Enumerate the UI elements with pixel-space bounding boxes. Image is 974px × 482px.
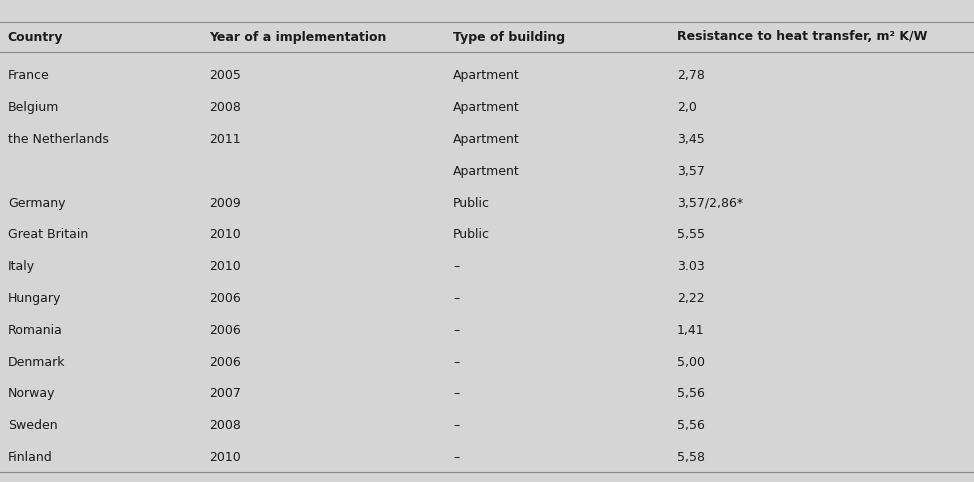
Text: Norway: Norway	[8, 388, 56, 401]
Text: –: –	[453, 260, 459, 273]
Text: Great Britain: Great Britain	[8, 228, 88, 241]
Text: Hungary: Hungary	[8, 292, 61, 305]
Text: Apartment: Apartment	[453, 133, 520, 146]
Text: 2007: 2007	[209, 388, 242, 401]
Text: 2009: 2009	[209, 197, 242, 210]
Text: 5,56: 5,56	[677, 419, 705, 432]
Text: 2,78: 2,78	[677, 69, 705, 82]
Text: 2005: 2005	[209, 69, 242, 82]
Text: Denmark: Denmark	[8, 356, 65, 369]
Text: 5,56: 5,56	[677, 388, 705, 401]
Text: Romania: Romania	[8, 324, 62, 337]
Text: the Netherlands: the Netherlands	[8, 133, 109, 146]
Text: Year of a implementation: Year of a implementation	[209, 30, 387, 43]
Text: 2006: 2006	[209, 356, 242, 369]
Text: 2010: 2010	[209, 228, 242, 241]
Text: 1,41: 1,41	[677, 324, 704, 337]
Text: 2,0: 2,0	[677, 101, 696, 114]
Text: –: –	[453, 451, 459, 464]
Text: 2006: 2006	[209, 324, 242, 337]
Text: Italy: Italy	[8, 260, 35, 273]
Text: Belgium: Belgium	[8, 101, 59, 114]
Text: 2008: 2008	[209, 101, 242, 114]
Text: 3,45: 3,45	[677, 133, 704, 146]
Text: Type of building: Type of building	[453, 30, 565, 43]
Text: 5,55: 5,55	[677, 228, 705, 241]
Text: Finland: Finland	[8, 451, 53, 464]
Text: –: –	[453, 388, 459, 401]
Text: France: France	[8, 69, 50, 82]
Text: –: –	[453, 356, 459, 369]
Text: Sweden: Sweden	[8, 419, 57, 432]
Text: 5,00: 5,00	[677, 356, 705, 369]
Text: 2006: 2006	[209, 292, 242, 305]
Text: 2010: 2010	[209, 260, 242, 273]
Text: –: –	[453, 292, 459, 305]
Text: Germany: Germany	[8, 197, 65, 210]
Text: 2010: 2010	[209, 451, 242, 464]
Text: Apartment: Apartment	[453, 165, 520, 178]
Text: 3,57/2,86*: 3,57/2,86*	[677, 197, 743, 210]
Text: Apartment: Apartment	[453, 101, 520, 114]
Text: Resistance to heat transfer, m² K/W: Resistance to heat transfer, m² K/W	[677, 30, 927, 43]
Text: –: –	[453, 324, 459, 337]
Text: 3.03: 3.03	[677, 260, 704, 273]
Text: Public: Public	[453, 228, 490, 241]
Text: 2,22: 2,22	[677, 292, 704, 305]
Text: 2008: 2008	[209, 419, 242, 432]
Text: 2011: 2011	[209, 133, 241, 146]
Text: –: –	[453, 419, 459, 432]
Text: 5,58: 5,58	[677, 451, 705, 464]
Text: Public: Public	[453, 197, 490, 210]
Text: Country: Country	[8, 30, 63, 43]
Text: 3,57: 3,57	[677, 165, 705, 178]
Text: Apartment: Apartment	[453, 69, 520, 82]
